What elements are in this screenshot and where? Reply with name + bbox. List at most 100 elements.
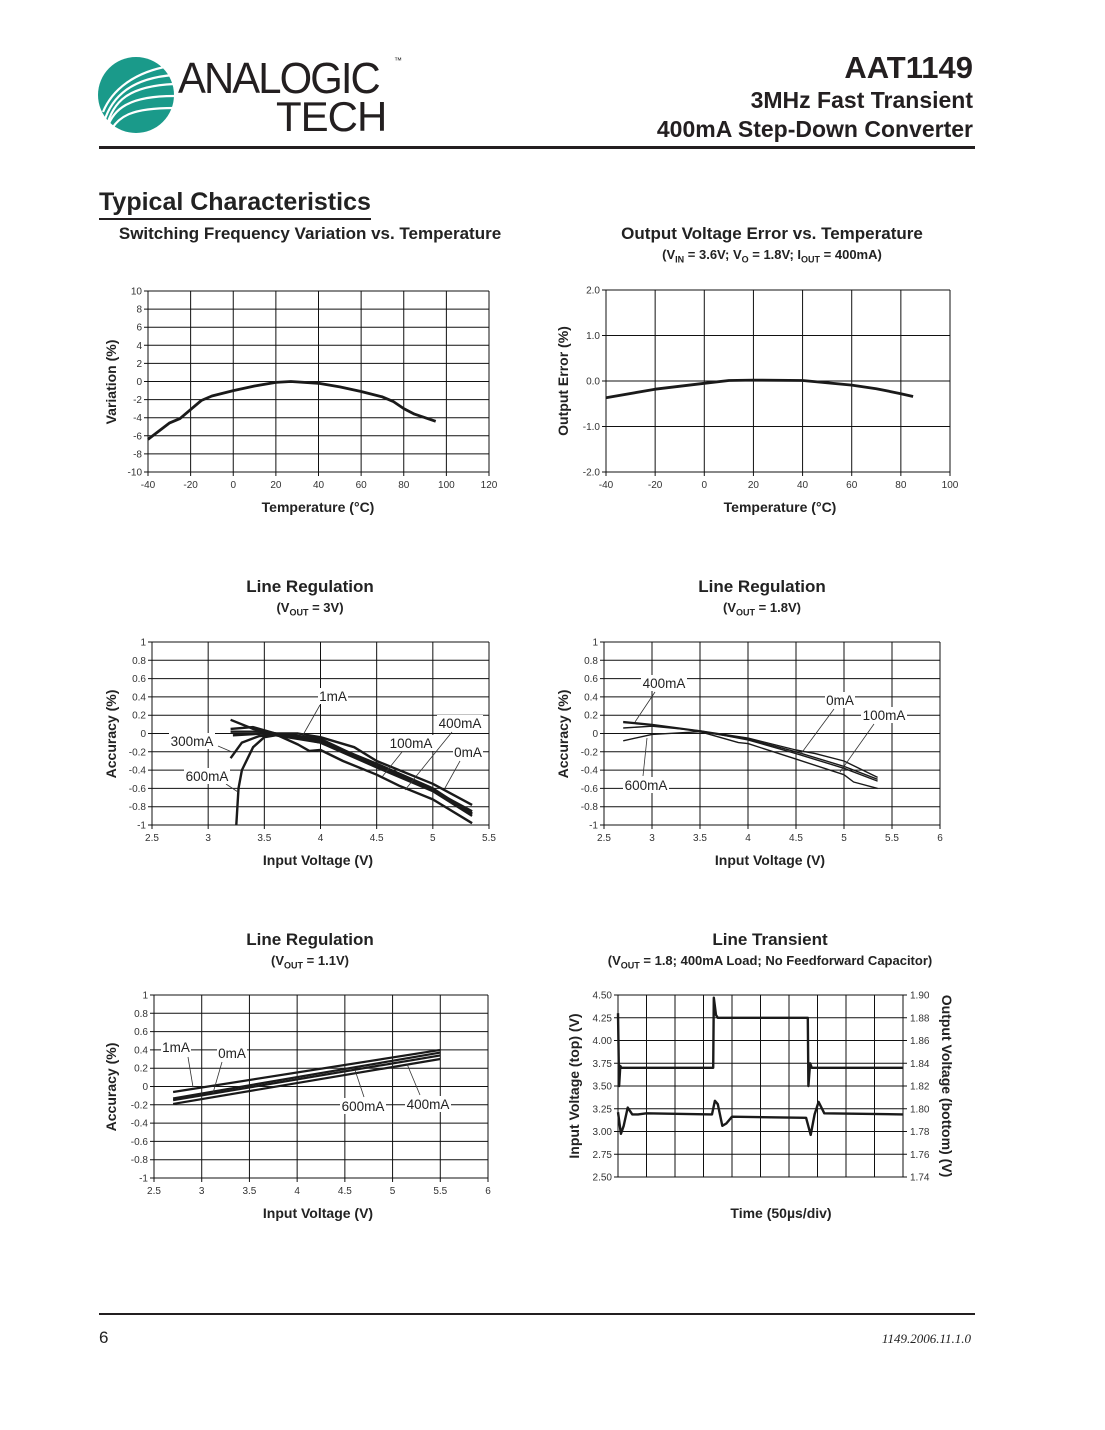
x-tick-label: 4.5	[338, 1186, 352, 1197]
chart-title: Switching Frequency Variation vs. Temper…	[118, 224, 502, 243]
subtitle-text: (V	[607, 953, 621, 968]
y-tick-label: 2	[136, 359, 142, 370]
x-tick-label: 40	[797, 480, 809, 491]
x-tick-label: 2.5	[145, 833, 159, 844]
annotation-bg	[318, 688, 348, 704]
y-tick-label: -10	[128, 468, 143, 479]
y-tick-label: -8	[133, 449, 142, 460]
y-tick-label: 0.8	[584, 656, 598, 667]
y-tick-label: 0.8	[132, 656, 146, 667]
chart-subtitle: (VIN = 3.6V; VO = 1.8V; IOUT = 400mA)	[662, 247, 882, 265]
x-axis-label: Input Voltage (V)	[262, 1205, 374, 1221]
y-tick-label: -6	[133, 431, 142, 442]
x-tick-label: 4.5	[370, 833, 384, 844]
x-tick-label: 100	[942, 480, 959, 491]
y-tick-label: 2.0	[586, 286, 600, 297]
y-tick-label: -4	[133, 413, 142, 424]
x-tick-label: 4.5	[789, 833, 803, 844]
x-tick-label: 0	[230, 480, 236, 491]
y-right-tick-label: 1.84	[910, 1059, 930, 1070]
subtitle-text: (V	[662, 247, 676, 262]
y-tick-label: 2.50	[593, 1173, 613, 1184]
logo-text-top: ANALOGIC	[178, 54, 381, 103]
x-axis-label: Temperature (°C)	[261, 499, 375, 515]
y-right-tick-label: 1.78	[910, 1127, 930, 1138]
annotation-bg	[161, 1039, 191, 1055]
series-line-600mA	[172, 1054, 441, 1102]
x-axis-label: Temperature (°C)	[723, 499, 837, 515]
y-tick-label: 0.2	[584, 711, 598, 722]
annotation-bg	[169, 733, 215, 749]
subscript: IN	[675, 254, 685, 265]
y-tick-label: -1	[139, 1174, 148, 1185]
annotation-label: 400mA	[643, 676, 686, 691]
y-tick-label: 1	[142, 991, 148, 1002]
annotation-leader	[799, 708, 835, 756]
y-tick-label: -0.8	[131, 1155, 149, 1166]
x-tick-label: 20	[748, 480, 760, 491]
y-tick-label: -0.6	[129, 784, 147, 795]
series-line-600mA	[235, 733, 473, 826]
y-tick-label: 0	[592, 729, 598, 740]
annotation-leader	[217, 745, 233, 753]
section-title: Typical Characteristics	[99, 188, 371, 220]
y-right-tick-label: 1.90	[910, 991, 930, 1002]
x-tick-label: 60	[846, 480, 858, 491]
x-tick-label: 6	[485, 1186, 491, 1197]
chart-title: Line Regulation	[246, 930, 374, 949]
x-tick-label: 60	[356, 480, 368, 491]
logo-mark	[98, 57, 175, 133]
annotation-leader	[354, 1069, 365, 1098]
subtitle-text: = 1.1V)	[303, 953, 349, 968]
chart-2: 2.0 1.0 0.0 -1.0 -2.0-40 -20 0 20 40 60 80 100	[583, 286, 959, 492]
annotation-label: 300mA	[171, 734, 214, 749]
chart-subtitle: (VOUT = 3V)	[276, 600, 343, 618]
chart-title: Line Regulation	[246, 577, 374, 596]
x-tick-label: 3	[205, 833, 211, 844]
y-tick-label: -0.8	[129, 802, 147, 813]
y-tick-label: 3.50	[593, 1082, 613, 1093]
y-axis-label: Accuracy (%)	[555, 689, 571, 778]
y-axis-label: Output Error (%)	[555, 326, 571, 436]
annotation-label: 0mA	[454, 745, 482, 760]
y-tick-label: 0.4	[134, 1045, 148, 1056]
header-subtitle-1: 3MHz Fast Transient	[750, 87, 973, 113]
subtitle-text: = 1.8V; I	[748, 247, 802, 262]
y-tick-label: 0.0	[586, 377, 600, 388]
x-tick-label: 20	[270, 480, 282, 491]
x-tick-label: 5.5	[482, 833, 496, 844]
series-line	[616, 1099, 904, 1137]
y-axis-label: Accuracy (%)	[103, 1042, 119, 1131]
logo-text-bottom: TECH	[276, 93, 387, 140]
annotation-bg	[340, 1098, 386, 1114]
y-tick-label: 3.75	[593, 1059, 613, 1070]
chart-subtitle: (VOUT = 1.8V)	[723, 600, 801, 618]
x-tick-label: 2.5	[597, 833, 611, 844]
chart-4: 1 0.8 0.6 0.4 0.2 0 -0.2 -0.4 -0.6 -0.8 -12.5 3 3.5 4…	[581, 638, 943, 845]
subtitle-text: (V	[271, 953, 285, 968]
chart-subtitle: (VOUT = 1.1V)	[271, 953, 349, 971]
header-rule	[99, 146, 975, 149]
y-tick-label: -0.4	[131, 1119, 149, 1130]
annotation-bg	[405, 1096, 451, 1112]
x-tick-label: 3	[649, 833, 655, 844]
annotation-label: 100mA	[863, 708, 906, 723]
annotation-bg	[623, 777, 669, 793]
y-tick-label: 3.00	[593, 1127, 613, 1138]
x-tick-label: 0	[702, 480, 708, 491]
annotation-leader	[302, 704, 321, 736]
x-tick-label: 5	[430, 833, 436, 844]
y-right-tick-label: 1.82	[910, 1082, 930, 1093]
series-line-0mA	[623, 721, 878, 780]
subtitle-text: = 3.6V; V	[684, 247, 742, 262]
annotation-leader	[642, 737, 648, 777]
chart-title: Line Regulation	[698, 577, 826, 596]
annotation-bg	[184, 768, 230, 784]
x-tick-label: 40	[313, 480, 325, 491]
y-tick-label: 0	[142, 1082, 148, 1093]
y-tick-label: -0.6	[581, 784, 599, 795]
part-number: AAT1149	[844, 50, 973, 85]
y-tick-label: 0.4	[132, 692, 146, 703]
y-tick-label: -0.4	[581, 766, 599, 777]
